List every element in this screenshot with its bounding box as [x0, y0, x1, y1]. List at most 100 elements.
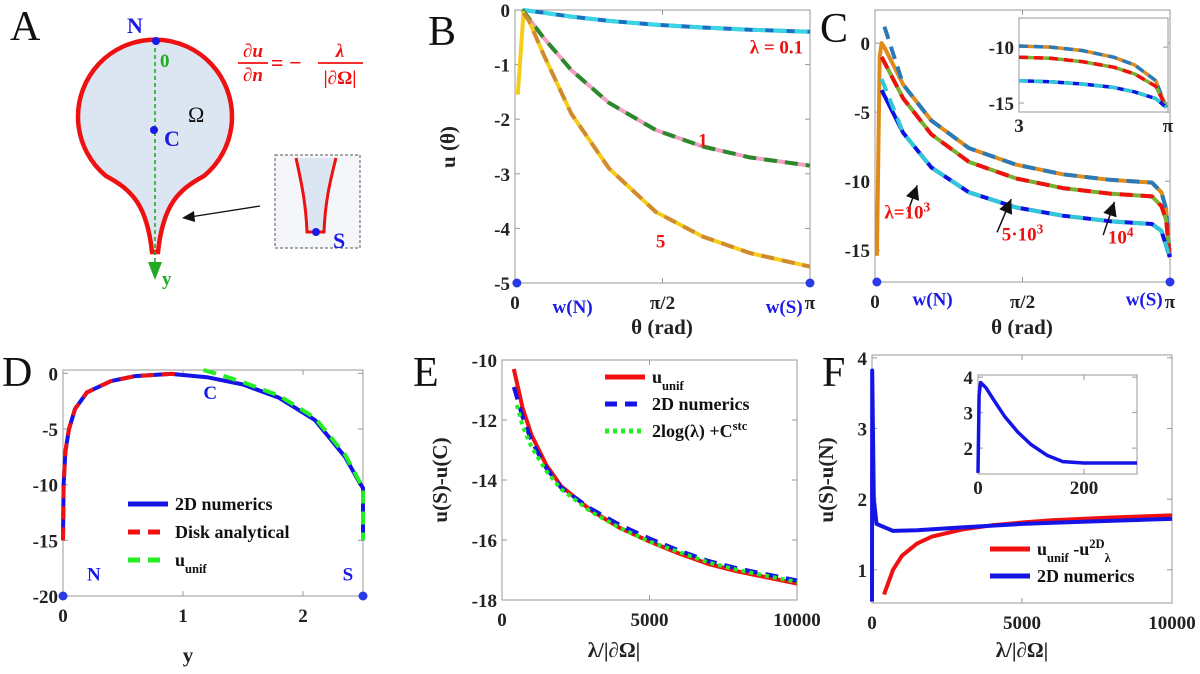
- boundary-point-marker: [512, 278, 522, 288]
- text-part: 1: [698, 131, 708, 152]
- x-tick-label: π: [805, 293, 816, 314]
- eq-lhs-numerator: ∂u: [243, 41, 263, 62]
- y-tick-label: -16: [472, 531, 497, 552]
- x-tick-label: 5000: [1003, 613, 1041, 634]
- text-part: 3: [924, 199, 931, 214]
- y-tick-label: -15: [845, 241, 870, 262]
- eq-rhs-denominator: |∂Ω|: [324, 68, 357, 89]
- annotation: S: [343, 564, 354, 585]
- panel-label: B: [428, 9, 456, 55]
- north-point: [152, 37, 160, 45]
- axis-label-y: y: [162, 269, 172, 290]
- panel-label: E: [413, 350, 439, 396]
- series-group: [515, 8, 811, 269]
- x-tick-label: π/2: [1010, 292, 1035, 313]
- y-tick-label: -12: [472, 411, 497, 432]
- panel-b: 0 π/2 π 0 -1 -2 -3 -4 -5 λ = 0.1 1 5 w(N) w(S) Bθ (rad…: [428, 1, 816, 339]
- plot-area: [62, 369, 364, 597]
- zoom-arrow-head-icon: [182, 211, 195, 222]
- series-line: [1018, 55, 1168, 109]
- x-tick-label: 5000: [631, 610, 669, 631]
- annotation: C: [203, 383, 217, 404]
- panel-label: D: [2, 350, 32, 396]
- y-tick-label: -5: [854, 103, 870, 124]
- boundary-point-marker: [58, 591, 68, 601]
- text-part: w(S): [766, 297, 803, 318]
- y-axis-label: u(S)-u(N): [814, 437, 838, 522]
- text-part: 10: [1108, 227, 1127, 248]
- legend-entry: 2D numerics: [652, 394, 750, 414]
- text-part: 2D numerics: [175, 494, 273, 514]
- text-part: λ: [1105, 551, 1112, 565]
- x-tick-label: 0: [510, 293, 520, 314]
- text-part: C: [203, 383, 217, 404]
- series-line: [61, 371, 184, 541]
- text-part: S: [343, 564, 354, 585]
- y-tick-label: 4: [964, 368, 974, 389]
- y-tick-label: -1: [494, 56, 510, 77]
- annotation: w(S): [1126, 289, 1163, 310]
- x-tick-label: π: [1165, 292, 1176, 313]
- origin-label: 0: [160, 51, 170, 72]
- center-point: [150, 126, 158, 134]
- legend-entry: uunif: [175, 550, 208, 576]
- inset-f: 0 200 2 3 4: [964, 368, 1138, 499]
- eq-operator: = −: [271, 50, 302, 75]
- text-part: λ = 0.1: [750, 38, 803, 59]
- x-tick-label: 200: [1070, 478, 1099, 499]
- series-group: [61, 368, 365, 541]
- panel-label: F: [822, 350, 845, 396]
- x-tick-label: 0: [973, 478, 983, 499]
- legend-entry: Disk analytical: [175, 522, 290, 542]
- text-part: unif: [662, 379, 685, 393]
- series-line: [879, 78, 1172, 258]
- y-tick-label: 3: [964, 404, 974, 425]
- text-part: u: [175, 550, 185, 570]
- legend-entry: 2D numerics: [175, 494, 273, 514]
- text-part: stc: [733, 419, 748, 433]
- series-line: [870, 368, 1173, 602]
- y-tick-label: -4: [494, 219, 510, 240]
- y-tick-label: -5: [42, 420, 58, 441]
- y-axis-label: u(S)-u(C): [428, 437, 452, 522]
- y-tick-label: 0: [49, 364, 59, 385]
- inset-c: 3 π -10 -15: [989, 17, 1174, 137]
- series-line: [879, 55, 1172, 258]
- annotation: 104: [1108, 224, 1134, 249]
- y-tick-label: -15: [33, 531, 58, 552]
- y-tick-label: -10: [472, 351, 497, 372]
- panel-d: 0 1 2 0 -5 -10 -15 -20 C N S 2D numerics Disk analyt…: [2, 350, 368, 667]
- y-tick-label: -10: [33, 476, 58, 497]
- series-group: [1018, 44, 1168, 109]
- x-tick-label: π: [1163, 116, 1174, 137]
- boundary-point-marker: [358, 591, 368, 601]
- y-tick-label: -2: [494, 110, 510, 131]
- series-line: [521, 11, 811, 269]
- text-part: w(N): [913, 289, 953, 310]
- annotation: λ=103: [884, 199, 930, 224]
- y-tick-label: -3: [494, 165, 510, 186]
- north-label: N: [127, 13, 143, 38]
- annotation: N: [87, 564, 101, 585]
- x-tick-label: 0: [497, 610, 507, 631]
- y-axis-label: u (θ): [436, 126, 460, 168]
- legend-entry: uunif -u2Dλ: [1037, 537, 1112, 565]
- text-part: w(N): [553, 297, 593, 318]
- annotation: 5·103: [1002, 221, 1044, 246]
- y-tick-label: -20: [33, 587, 58, 608]
- annotation: w(N): [553, 297, 593, 318]
- x-tick-label: π/2: [650, 293, 675, 314]
- series-line: [511, 368, 798, 586]
- panel-a-diagram: A N 0 C Ω y ∂u ∂n = − λ |∂Ω| S: [10, 4, 363, 290]
- x-tick-label: 10000: [1148, 613, 1196, 634]
- text-part: 3: [1037, 221, 1044, 236]
- text-part: λ=10: [884, 202, 923, 223]
- text-part: 2D numerics: [1037, 566, 1135, 586]
- tip-zoom-inset: S: [274, 154, 361, 253]
- series-group: [870, 368, 1173, 602]
- y-tick-label: 0: [861, 34, 871, 55]
- series-line: [520, 8, 811, 168]
- x-tick-label: 0: [867, 613, 877, 634]
